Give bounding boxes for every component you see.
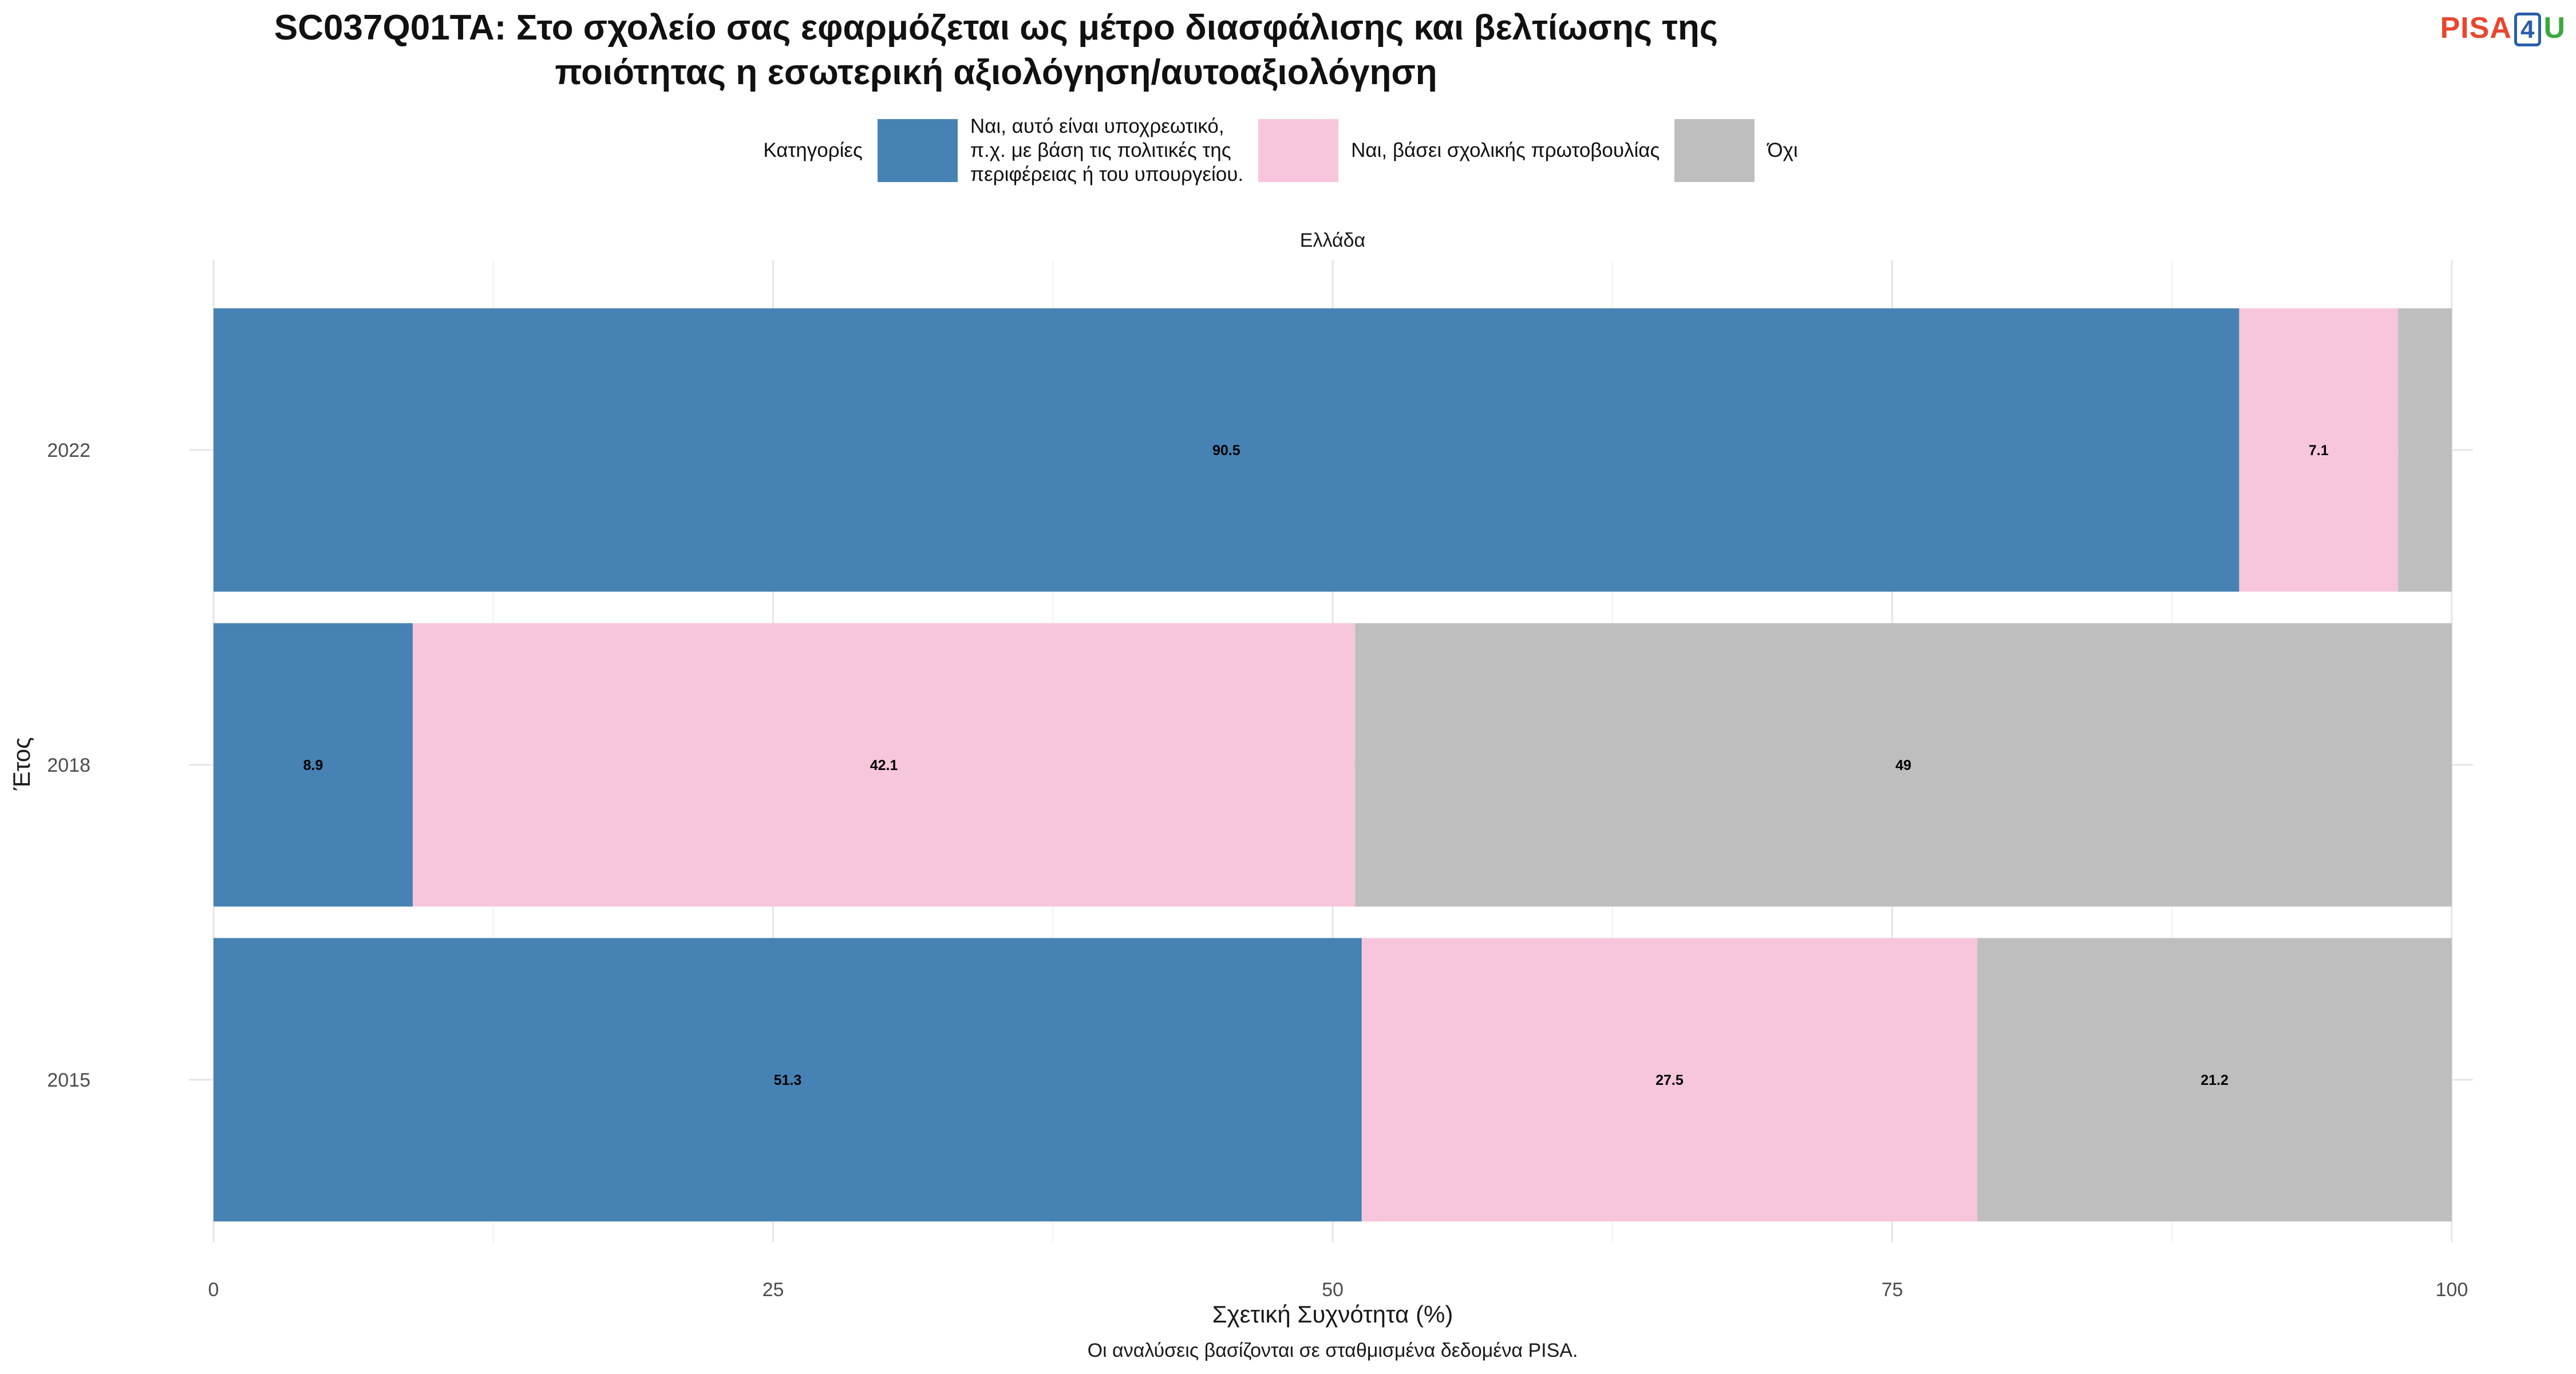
logo-part-u: U <box>2543 11 2566 45</box>
x-tick-label: 50 <box>1322 1279 1344 1301</box>
bar-data-label: 8.9 <box>303 757 323 773</box>
legend-label-0-line-2: περιφέρειας ή του υπουργείου. <box>970 163 1244 185</box>
legend-item-2: Όχι <box>1674 119 1798 182</box>
bar-data-label: 21.2 <box>2200 1072 2229 1088</box>
x-axis-title: Σχετική Συχνότητα (%) <box>1212 1301 1453 1328</box>
chart-title-line-1: SC037Q01TA: Στο σχολείο σας εφαρμόζεται … <box>274 8 1718 48</box>
y-tick-label: 2018 <box>47 755 90 776</box>
bar-data-label: 7.1 <box>2309 443 2329 459</box>
chart-legend: Κατηγορίες Ναι, αυτό είναι υποχρεωτικό, π… <box>0 114 2576 187</box>
chart-caption: Οι αναλύσεις βασίζονται σε σταθμισμένα δ… <box>1088 1340 1578 1361</box>
data-labels-layer: 90.5 7.1 8.9 42.1 49 51.3 27.5 21.2 <box>303 443 2329 1088</box>
legend-items: Ναι, αυτό είναι υποχρεωτικό, π.χ. με βάση… <box>877 114 1813 187</box>
legend-swatch-0 <box>877 119 958 182</box>
legend-label-2: Όχι <box>1767 139 1797 163</box>
bar-segment <box>1355 623 2452 907</box>
bar-data-label: 27.5 <box>1656 1072 1684 1088</box>
bar-segment <box>2239 308 2399 592</box>
y-tick-label: 2015 <box>47 1069 90 1091</box>
bar-segment <box>2398 308 2452 592</box>
pisa4u-logo: PISA 4 U <box>2440 8 2566 50</box>
logo-part-4: 4 <box>2514 13 2542 46</box>
bar-data-label: 90.5 <box>1212 443 1240 459</box>
legend-item-1: Ναι, βάσει σχολικής πρωτοβουλίας <box>1258 119 1660 182</box>
chart-title-line-2: ποιότητας η εσωτερική αξιολόγηση/αυτοαξι… <box>555 53 1437 92</box>
bar-segment <box>412 623 1356 907</box>
x-tick-label: 100 <box>2436 1279 2468 1301</box>
bar-data-label: 49 <box>1895 757 1911 773</box>
x-tick-label: 25 <box>762 1279 784 1301</box>
bar-data-label: 42.1 <box>870 757 898 773</box>
legend-label-0: Ναι, αυτό είναι υποχρεωτικό, π.χ. με βάση… <box>970 114 1243 187</box>
chart-title: SC037Q01TA: Στο σχολείο σας εφαρμόζεται … <box>0 6 1992 95</box>
bar-data-label: 51.3 <box>774 1072 802 1088</box>
x-tick-label: 75 <box>1882 1279 1903 1301</box>
y-tick-label: 2022 <box>47 440 90 461</box>
legend-swatch-2 <box>1674 119 1755 182</box>
bar-segment <box>214 623 413 907</box>
legend-title: Κατηγορίες <box>763 139 863 161</box>
bar-segment <box>1361 938 1978 1222</box>
bar-segment <box>214 938 1362 1222</box>
facet-label: Ελλάδα <box>1300 230 1365 251</box>
bars-layer <box>214 308 2452 1222</box>
legend-swatch-1 <box>1258 119 1339 182</box>
legend-label-1-line-0: Ναι, βάσει σχολικής πρωτοβουλίας <box>1351 139 1660 161</box>
x-tick-label: 0 <box>208 1279 219 1301</box>
bar-segment <box>1977 938 2452 1222</box>
legend-label-0-line-0: Ναι, αυτό είναι υποχρεωτικό, <box>970 115 1224 137</box>
axes-layer: 0 25 50 75 100 2022 2018 2015 <box>47 440 2468 1301</box>
legend-label-0-line-1: π.χ. με βάση τις πολιτικές της <box>970 139 1231 161</box>
legend-label-1: Ναι, βάσει σχολικής πρωτοβουλίας <box>1351 139 1660 163</box>
y-axis-title: Έτος <box>8 737 35 791</box>
legend-label-2-line-0: Όχι <box>1767 139 1798 161</box>
bar-segment <box>214 308 2239 592</box>
legend-item-0: Ναι, αυτό είναι υποχρεωτικό, π.χ. με βάση… <box>877 114 1243 187</box>
logo-part-pisa: PISA <box>2440 11 2512 45</box>
